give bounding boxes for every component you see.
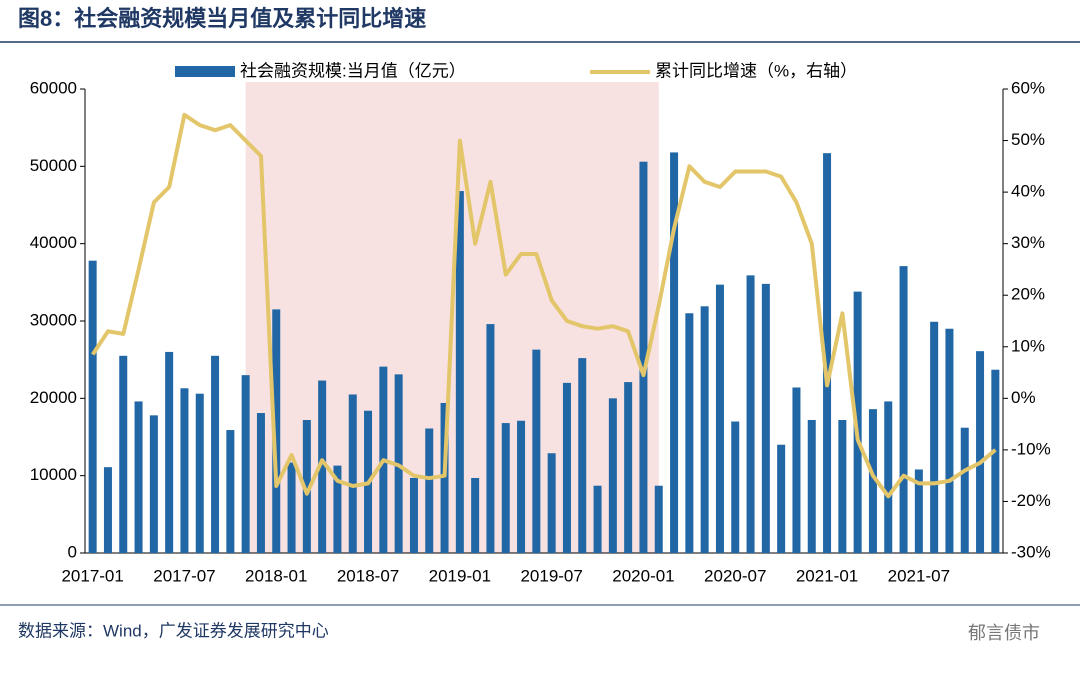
y-tick-label: 50000 <box>30 156 77 175</box>
bar <box>838 419 847 553</box>
bar <box>777 444 786 553</box>
bar <box>792 387 801 553</box>
x-tick-label: 2021-07 <box>888 566 950 585</box>
bar <box>103 467 112 553</box>
bar <box>195 393 204 553</box>
y-tick-label: 40000 <box>30 233 77 252</box>
x-tick-label: 2017-01 <box>61 566 123 585</box>
bar <box>547 453 556 553</box>
bar <box>425 428 434 553</box>
source: 数据来源：Wind，广发证券发展研究中心 <box>18 621 329 640</box>
bar <box>455 191 464 553</box>
bar <box>409 477 418 553</box>
y2-tick-label: 30% <box>1011 233 1045 252</box>
bar <box>134 401 143 553</box>
bar <box>639 161 648 553</box>
bar <box>670 152 679 553</box>
x-tick-label: 2018-01 <box>245 566 307 585</box>
bar <box>593 485 602 553</box>
bar <box>853 291 862 553</box>
x-tick-label: 2021-01 <box>796 566 858 585</box>
bar <box>945 328 954 553</box>
bar <box>654 485 663 553</box>
bar <box>165 351 174 553</box>
bar <box>348 394 357 553</box>
x-tick-label: 2018-07 <box>337 566 399 585</box>
y-tick-label: 30000 <box>30 310 77 329</box>
bar <box>578 358 587 553</box>
bar <box>501 423 510 553</box>
bar <box>440 402 449 553</box>
x-tick-label: 2017-07 <box>153 566 215 585</box>
bar <box>960 427 969 553</box>
legend-label: 累计同比增速（%，右轴） <box>655 61 857 80</box>
bar <box>884 401 893 553</box>
bar <box>119 355 128 553</box>
bar <box>486 324 495 553</box>
legend-swatch <box>175 66 235 77</box>
legend-label: 社会融资规模:当月值（亿元） <box>240 61 466 80</box>
bar <box>471 477 480 553</box>
bar <box>88 260 97 553</box>
bar <box>256 413 265 553</box>
x-tick-label: 2019-01 <box>429 566 491 585</box>
watermark: 郁言债市 <box>968 623 1040 643</box>
bar <box>211 355 220 553</box>
y2-tick-label: 60% <box>1011 78 1045 97</box>
bar <box>180 388 189 553</box>
bar <box>868 409 877 553</box>
bar <box>302 419 311 553</box>
y2-tick-label: 20% <box>1011 285 1045 304</box>
y2-tick-label: 0% <box>1011 388 1036 407</box>
y-tick-label: 20000 <box>30 388 77 407</box>
y2-tick-label: -30% <box>1011 542 1051 561</box>
bar <box>991 369 1000 553</box>
bar <box>823 153 832 554</box>
y-tick-label: 0 <box>68 542 77 561</box>
x-tick-label: 2020-07 <box>704 566 766 585</box>
bar <box>807 419 816 553</box>
bar <box>715 284 724 553</box>
bar <box>731 421 740 553</box>
y2-tick-label: 40% <box>1011 182 1045 201</box>
y2-tick-label: -20% <box>1011 491 1051 510</box>
x-tick-label: 2019-07 <box>520 566 582 585</box>
bar <box>930 321 939 553</box>
bar <box>149 415 158 553</box>
y2-tick-label: 10% <box>1011 336 1045 355</box>
bar <box>272 309 281 553</box>
bar <box>333 465 342 553</box>
bar <box>226 430 235 553</box>
bar <box>746 275 755 553</box>
x-tick-label: 2020-01 <box>612 566 674 585</box>
bar <box>624 382 633 553</box>
bar <box>685 313 694 553</box>
bar <box>287 462 296 553</box>
bar <box>700 306 709 553</box>
line <box>91 112 997 499</box>
y-tick-label: 60000 <box>30 78 77 97</box>
bar <box>318 380 327 553</box>
bar <box>608 398 617 553</box>
bar <box>899 266 908 553</box>
bar <box>562 382 571 553</box>
bar <box>532 349 541 553</box>
bar <box>517 420 526 553</box>
y2-tick-label: -10% <box>1011 439 1051 458</box>
chart-title: 图8：社会融资规模当月值及累计同比增速 <box>18 6 426 31</box>
y2-tick-label: 50% <box>1011 130 1045 149</box>
bar <box>976 351 985 553</box>
y-tick-label: 10000 <box>30 465 77 484</box>
bar <box>761 283 770 553</box>
bar <box>914 469 923 553</box>
bar <box>241 375 250 553</box>
